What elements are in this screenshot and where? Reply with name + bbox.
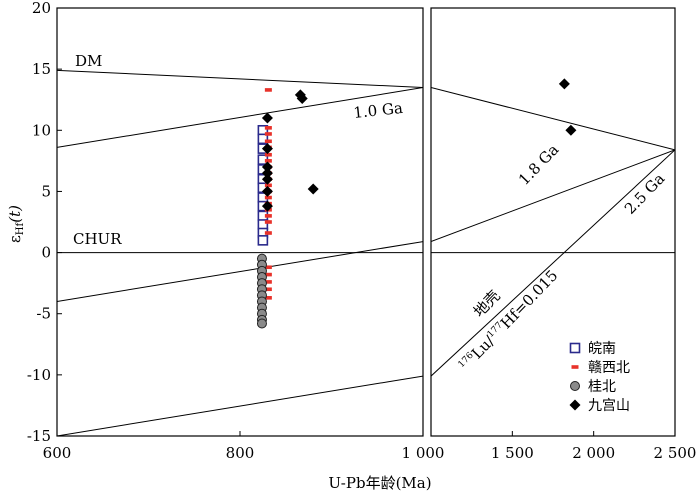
point-open-square [569, 342, 581, 354]
right-panel-frame [430, 7, 676, 437]
legend-label: 桂北 [588, 379, 616, 395]
dm-label: DM [75, 52, 102, 70]
point-diamond [261, 200, 273, 212]
dm-line-right [431, 87, 675, 151]
point-dash [264, 152, 272, 157]
point-dash [264, 296, 272, 300]
line-1-0ga-label: 1.0 Ga [353, 99, 404, 122]
point-diamond [261, 167, 273, 179]
dm-line [57, 69, 423, 88]
point-diamond [261, 161, 273, 173]
x-tick-label: 2 500 [654, 444, 697, 462]
y-tick-label: -10 [27, 366, 51, 384]
point-diamond [558, 78, 570, 90]
point-dash [264, 287, 272, 292]
plot-frames [56, 7, 676, 437]
crust-label: 地壳 [470, 287, 504, 321]
point-diamond [565, 124, 577, 136]
reference-lines-right [431, 87, 675, 377]
line-1-8ga [431, 149, 675, 243]
lu-hf-ratio: Hf=0.015 [497, 266, 561, 332]
point-circle [570, 381, 580, 391]
x-tick-label: 600 [43, 444, 72, 462]
y-tick-label: 5 [41, 182, 51, 200]
point-dash [264, 183, 272, 188]
point-diamond [261, 112, 273, 124]
y-tick-label: 0 [41, 244, 51, 262]
point-dash [264, 231, 272, 235]
point-diamond [261, 185, 273, 197]
data-points [256, 78, 577, 329]
point-dash [264, 265, 272, 270]
point-dash [264, 88, 272, 92]
point-dash [571, 365, 579, 369]
axis-ticks: -15 -10 -5 0 5 10 15 20 600 800 1 000 1 500 2 000 2 5… [27, 0, 697, 462]
crust-line-upper [57, 241, 423, 302]
point-dash [264, 220, 272, 224]
point-dash [264, 126, 272, 130]
y-tick-label: -5 [36, 305, 51, 323]
point-diamond [261, 143, 273, 155]
lu-hf-ratio-label: 176Lu/177Hf=0.015 [456, 266, 561, 374]
x-axis-title: U-Pb年龄(Ma) [328, 474, 431, 492]
point-diamond [296, 92, 308, 104]
x-tick-label: 1 000 [402, 444, 445, 462]
y-axis-title: εHf(t) [6, 205, 26, 243]
point-dash [264, 272, 272, 277]
reference-lines-left [57, 69, 423, 436]
crust-line-lower [57, 375, 423, 436]
x-tick-label: 800 [226, 444, 255, 462]
point-dash [264, 195, 272, 200]
point-circle [256, 318, 267, 329]
point-dash [264, 139, 272, 144]
y-axis-title-sub: Hf [15, 221, 26, 235]
y-axis-title-main: ε [6, 235, 24, 243]
y-tick-label: 20 [32, 0, 51, 17]
point-diamond [261, 173, 273, 185]
point-dash [264, 132, 272, 136]
legend-label: 皖南 [588, 341, 616, 357]
y-axis-title-tail: (t) [6, 205, 24, 223]
point-diamond [307, 183, 319, 195]
y-tick-label: 15 [32, 60, 51, 78]
point-dash [264, 214, 272, 218]
left-panel-frame [56, 7, 424, 437]
line-1-8ga-label: 1.8 Ga [515, 141, 562, 189]
legend-label: 赣西北 [588, 360, 630, 376]
point-dash [264, 280, 272, 284]
line-2-5ga [431, 149, 675, 377]
line-1-0ga [57, 86, 423, 148]
point-diamond [569, 399, 581, 411]
point-open-square [257, 235, 269, 246]
x-tick-label: 1 500 [491, 444, 534, 462]
point-dash [264, 159, 272, 163]
chur-label: CHUR [73, 230, 122, 248]
y-tick-label: -15 [27, 427, 51, 445]
x-tick-label: 2 000 [572, 444, 615, 462]
y-tick-label: 10 [32, 121, 51, 139]
legend-label: 九宫山 [588, 398, 630, 414]
